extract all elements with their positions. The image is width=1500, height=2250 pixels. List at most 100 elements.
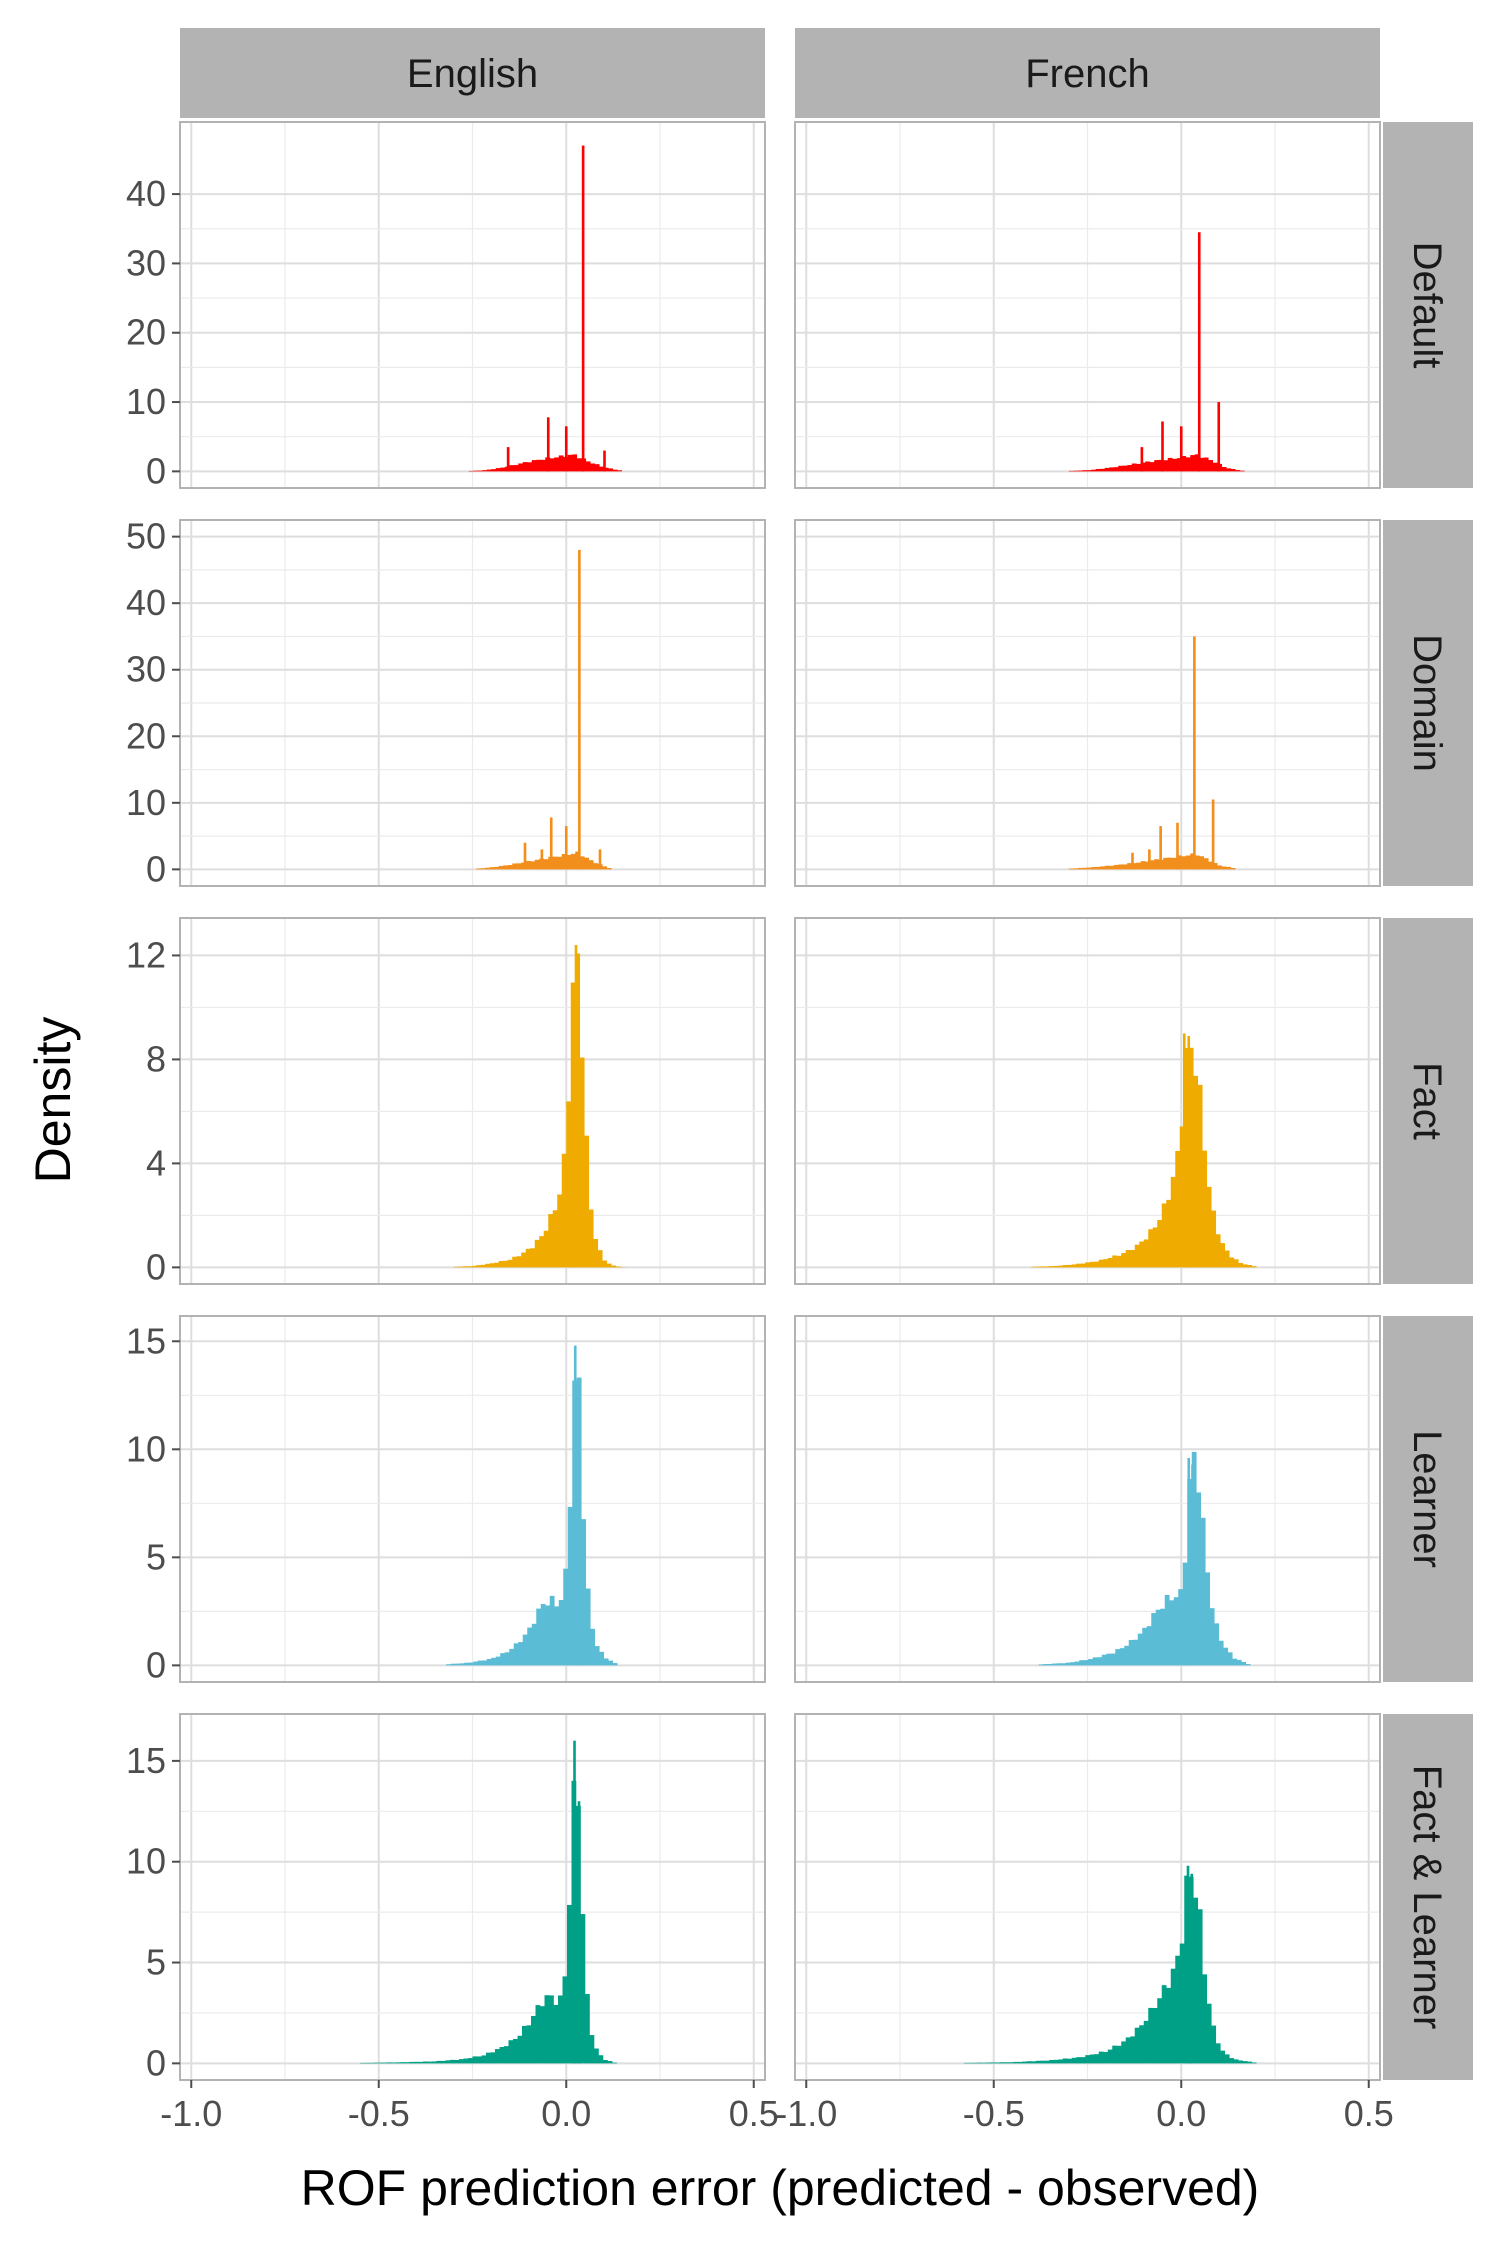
histogram-bar — [1230, 468, 1236, 472]
x-tick-label: 0.5 — [729, 2093, 779, 2134]
histogram-bar — [549, 458, 555, 472]
y-tick-label: 40 — [126, 173, 166, 214]
histogram-bar — [1178, 1589, 1184, 1666]
histogram-bar — [1226, 468, 1232, 472]
histogram-bar — [1148, 1229, 1154, 1268]
histogram-bar — [584, 1135, 590, 1268]
histogram-bar — [1136, 862, 1142, 870]
histogram-bar — [1203, 457, 1209, 472]
histogram-bar — [552, 856, 558, 870]
histogram-bar — [1233, 1259, 1239, 1268]
row-strip-0 — [1383, 122, 1473, 488]
histogram-bar — [1142, 1627, 1148, 1666]
histogram-bar — [476, 1265, 482, 1268]
histogram-bar — [459, 1663, 465, 1666]
histogram-bar — [387, 2062, 392, 2064]
histogram-bar — [391, 2062, 397, 2064]
histogram-bar — [476, 868, 482, 870]
histogram-bar — [1196, 1492, 1202, 1666]
histogram-bar — [1163, 857, 1169, 870]
histogram-bar — [531, 1623, 537, 1666]
histogram-bar — [1115, 1649, 1121, 1666]
histogram-spike — [506, 447, 510, 472]
histogram-bar — [1038, 1664, 1044, 1666]
histogram-bar — [1251, 2062, 1257, 2064]
histogram-bar — [1193, 1075, 1199, 1268]
histogram-bar — [563, 1568, 569, 1666]
histogram-bar — [572, 454, 578, 472]
histogram-bar — [553, 2004, 559, 2064]
histogram-bar — [516, 863, 522, 870]
histogram-bar — [530, 1248, 536, 1268]
histogram-bar — [450, 1663, 456, 1666]
histogram-bar — [561, 1153, 567, 1268]
histogram-bar — [485, 867, 491, 870]
histogram-bar — [1206, 1186, 1212, 1268]
histogram-bar — [1251, 1266, 1257, 1268]
histogram-bar — [543, 1230, 549, 1268]
histogram-bar — [1139, 2025, 1145, 2064]
histogram-bar — [1139, 1241, 1145, 1268]
histogram-spike — [546, 417, 550, 472]
histogram-bar — [507, 1259, 513, 1268]
histogram-bar — [1185, 855, 1191, 870]
histogram-bar — [1158, 459, 1164, 472]
histogram-bar — [462, 1266, 468, 1268]
histogram-bar — [1133, 1639, 1139, 1666]
histogram-bar — [464, 1662, 470, 1666]
histogram-bar — [1080, 1263, 1086, 1268]
histogram-bar — [1113, 864, 1119, 870]
histogram-bar — [1095, 866, 1101, 870]
histogram-bar — [459, 2059, 464, 2064]
histogram-bar — [1098, 1259, 1104, 1268]
histogram-spike — [1161, 421, 1164, 472]
histogram-bar — [1146, 1626, 1152, 1666]
histogram-spike — [1131, 852, 1134, 870]
histogram-bar — [1079, 1660, 1085, 1666]
histogram-bar — [1221, 866, 1227, 870]
histogram-bar — [531, 460, 537, 472]
histogram-bar — [1092, 1657, 1098, 1666]
histogram-bar — [567, 1904, 572, 2064]
histogram-bar — [1217, 865, 1223, 870]
row-strip-label: Default — [1405, 242, 1449, 369]
histogram-bar — [1053, 2059, 1059, 2064]
histogram-bar — [543, 859, 549, 870]
histogram-bar — [1185, 457, 1191, 472]
histogram-bar — [549, 1595, 555, 1666]
histogram-bar — [972, 2062, 978, 2064]
histogram-bar — [1085, 2055, 1091, 2064]
histogram-bar — [990, 2062, 996, 2064]
histogram-bar — [525, 860, 531, 870]
histogram-bar — [1199, 457, 1205, 472]
histogram-bar — [554, 457, 560, 472]
y-tick-label: 8 — [146, 1038, 166, 1079]
histogram-bar — [482, 470, 488, 472]
histogram-bar — [1058, 1265, 1064, 1268]
histogram-bar — [1125, 1249, 1131, 1268]
histogram-bar — [500, 467, 506, 472]
histogram-bar — [1134, 1244, 1140, 1268]
histogram-bar — [1194, 855, 1200, 870]
histogram-bar — [414, 2061, 419, 2064]
histogram-spike — [574, 945, 578, 1268]
histogram-bar — [558, 1995, 563, 2064]
histogram-bar — [1035, 1266, 1041, 1268]
histogram-bar — [612, 2062, 617, 2064]
histogram-bar — [369, 2062, 374, 2064]
histogram-bar — [1242, 2061, 1248, 2064]
histogram-bar — [522, 462, 528, 472]
y-tick-label: 0 — [146, 848, 166, 889]
panel-border — [794, 1713, 1381, 2081]
histogram-bar — [1040, 1266, 1046, 1268]
histogram-bar — [1241, 1661, 1247, 1666]
histogram-bar — [1113, 467, 1119, 472]
histogram-bar — [608, 468, 614, 472]
histogram-bar — [1070, 1662, 1076, 1666]
column-strip-0 — [180, 28, 765, 118]
histogram-bar — [494, 1262, 500, 1268]
y-tick-label: 10 — [126, 1428, 166, 1469]
histogram-bar — [1188, 1047, 1194, 1268]
y-tick-label: 12 — [126, 934, 166, 975]
